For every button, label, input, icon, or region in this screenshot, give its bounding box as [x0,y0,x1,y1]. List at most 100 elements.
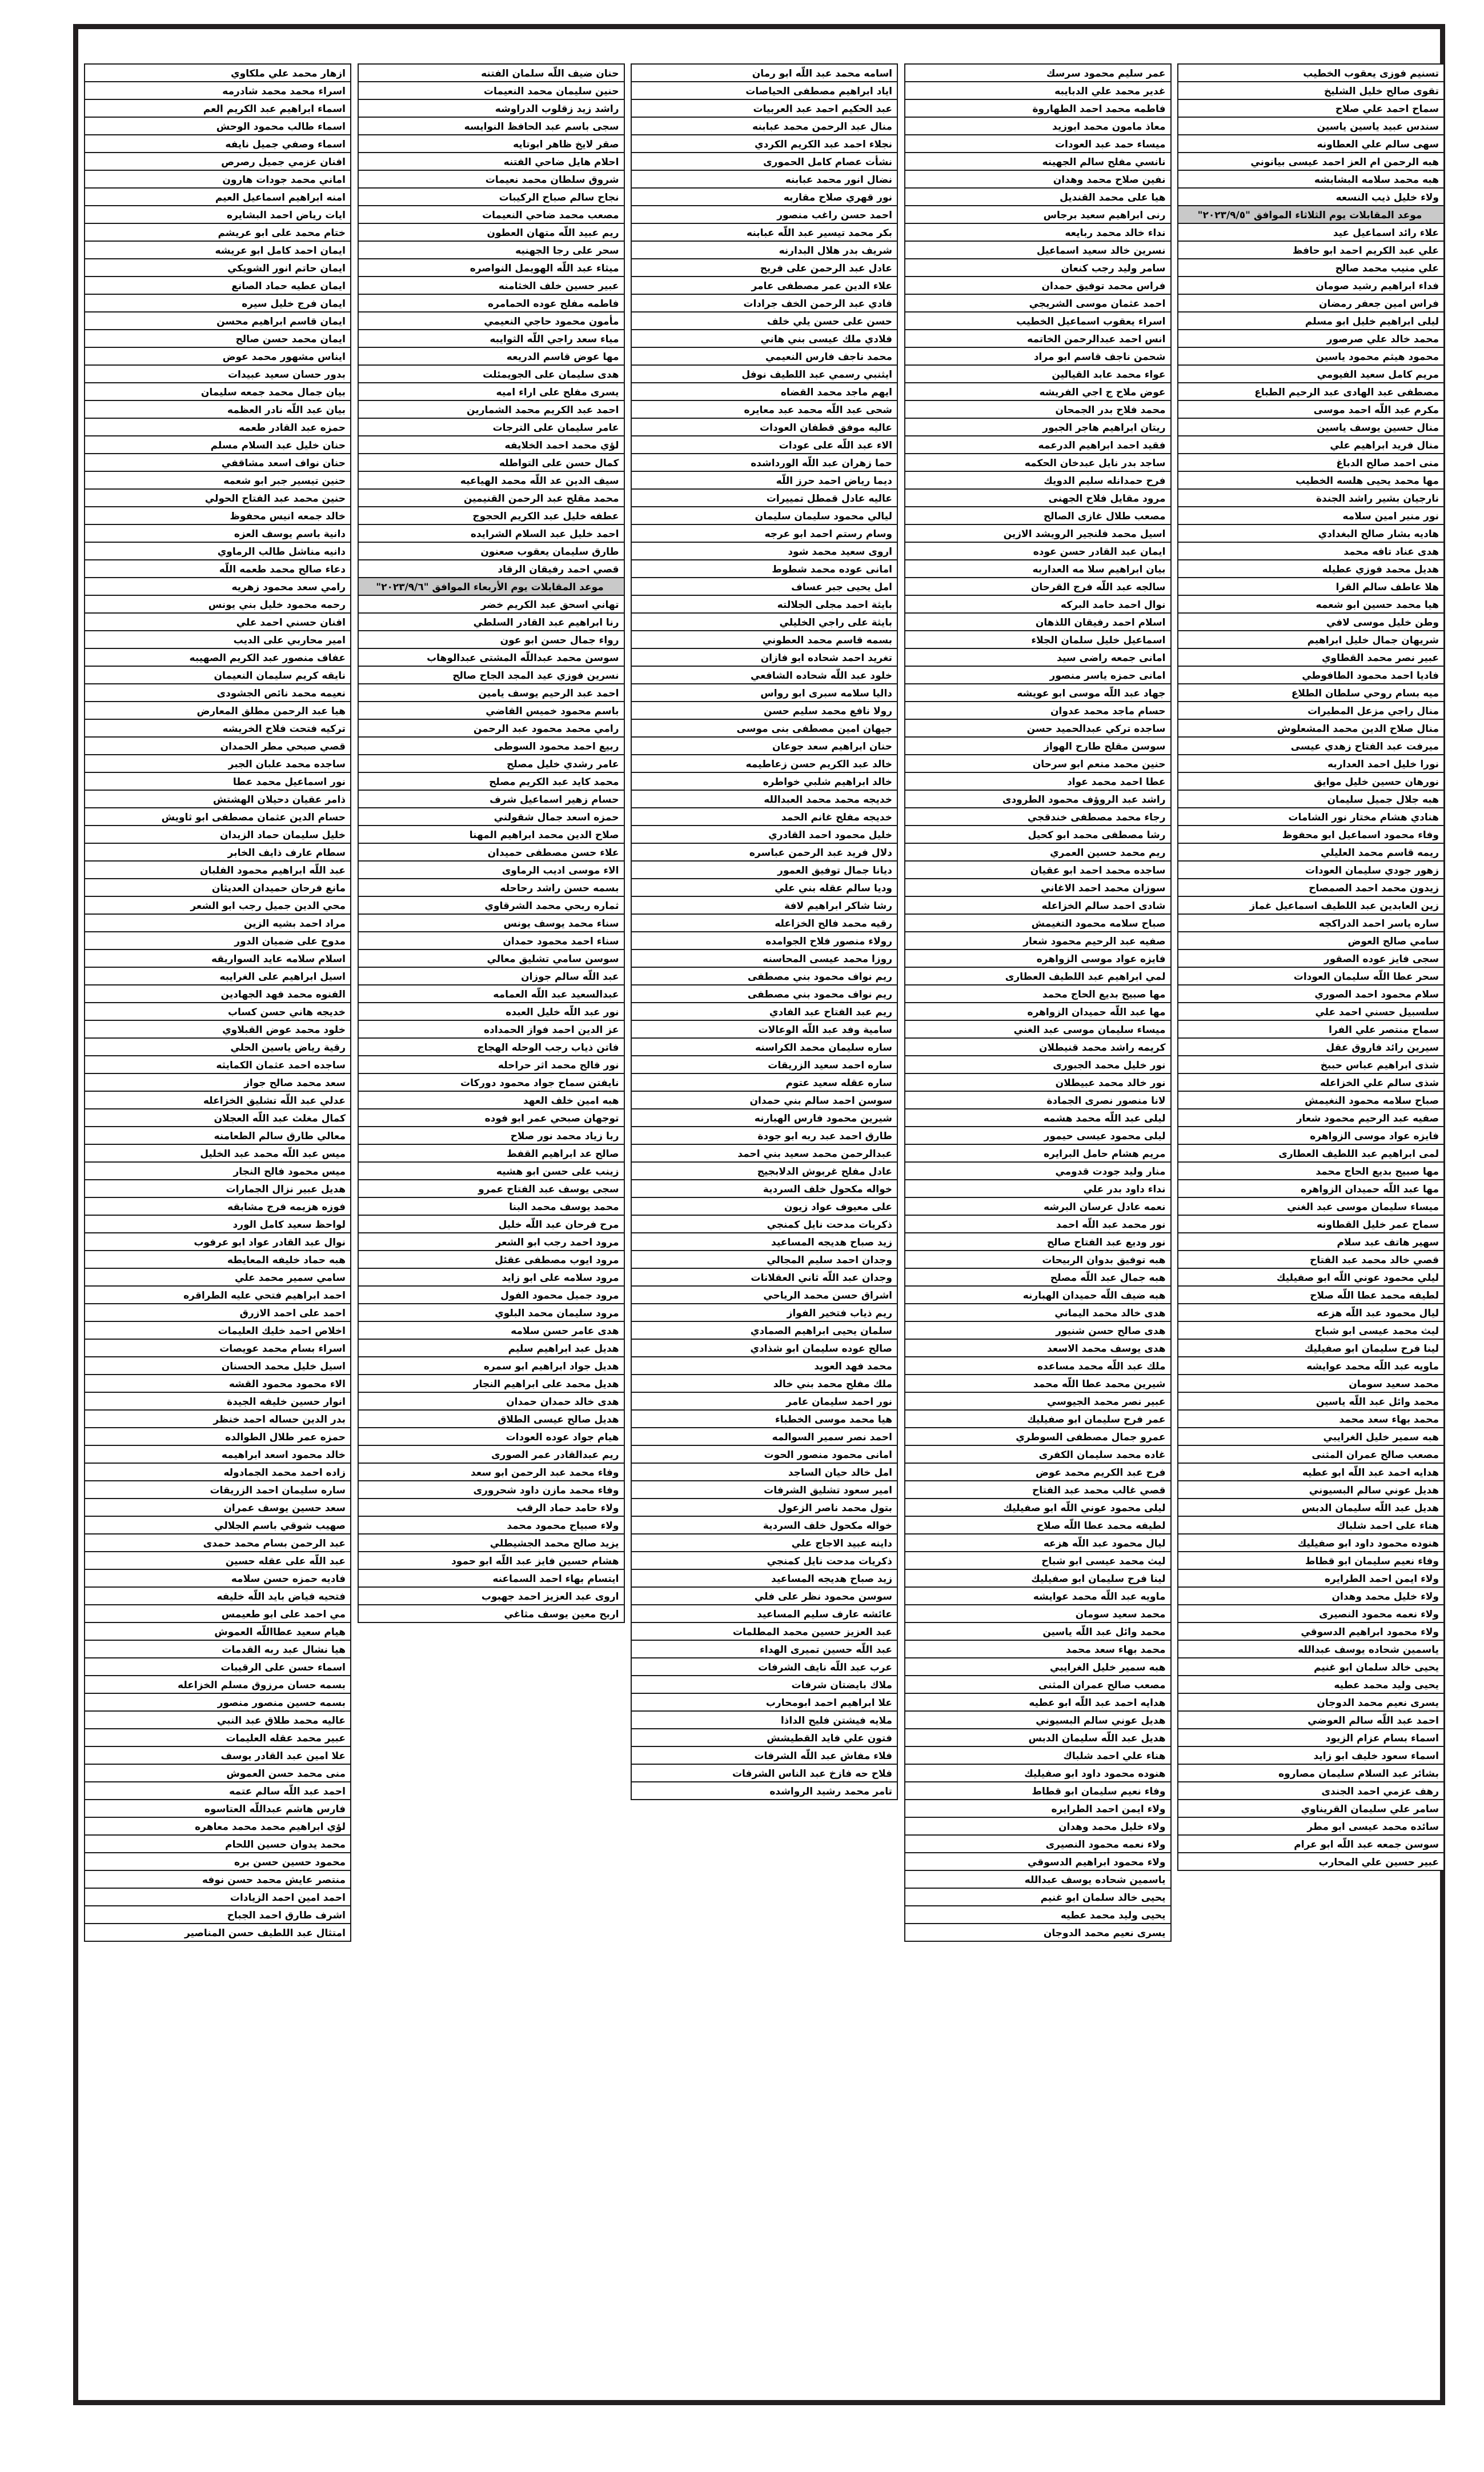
candidate-name-cell: هدى يوسف محمد الاسعد [904,1339,1172,1357]
candidate-name-cell: بيان ابراهيم سلا مه العداربه [904,559,1172,578]
candidate-name-cell: اسماء طالب محمود الوحش [84,117,351,135]
candidate-name-cell: مها عبد اللّه حميدان الزواهره [1177,1179,1445,1198]
candidate-name-cell: نور منير امين سلامه [1177,506,1445,525]
candidate-name-cell: احمد عثمان موسى الشريجي [904,294,1172,312]
candidate-name-cell: فتحيه فياض بايد اللّه خليفه [84,1586,351,1605]
candidate-name-cell: فاديه حمزه حسن سلامه [84,1569,351,1588]
candidate-name-cell: تركيه فتحت فلاح الخريشه [84,719,351,738]
candidate-name-cell: محمد سعيد سومان [904,1604,1172,1623]
candidate-name-cell: رامي محمد محمود عبد الرحمن [357,719,625,738]
candidate-name-cell: معاذ مامون محمد ابوزيد [904,117,1172,135]
candidate-name-cell: اسلام سلامه عايد السواريقه [84,949,351,968]
candidate-name-cell: نورهان حسين خليل موايق [1177,772,1445,791]
candidate-name-cell: سماح منتصر علي الفرا [1177,1020,1445,1039]
candidate-name-cell: فتون علي فايد القطيشش [631,1728,898,1747]
candidate-name-cell: سجى فايز عوده الصقور [1177,949,1445,968]
candidate-name-cell: فرح عبد الكريم محمد عوض [904,1463,1172,1481]
candidate-name-cell: مصطفى عبد الهادى عبد الرحيم الطباع [1177,382,1445,401]
candidate-name-cell: سامر علي سليمان القريناوي [1177,1799,1445,1818]
candidate-name-cell: نانسي مفلح سالم الجهينه [904,152,1172,171]
candidate-name-cell: اسماء حسن على الرقيبات [84,1657,351,1676]
candidate-name-cell: مصعب صالح عمران المثنى [1177,1445,1445,1464]
candidate-name-cell: هنوده محمود داود ابو صفيليك [904,1764,1172,1782]
candidate-name-cell: ذكريات مدحت نايل كمنجي [631,1215,898,1233]
candidate-name-cell: فايزه عواد موسى الزواهره [1177,1126,1445,1145]
candidate-name-cell: امانى جمعه راضى سيد [904,648,1172,667]
candidate-name-cell: خالد عبد الكريم حسن زعاطيمه [631,754,898,773]
candidate-name-cell: ميرفت عبد الفتاح زهدي عيسى [1177,736,1445,755]
candidate-name-cell: منال عبد الرحمن محمد عبابنه [631,117,898,135]
candidate-name-cell: عبير نصر محمد الجيوسي [904,1392,1172,1411]
candidate-name-cell: نارجيان بشير راشد الجندة [1177,488,1445,507]
candidate-name-cell: ايمان عبد القادر حسن عوده [904,542,1172,560]
candidate-name-cell: صالح عوده سليمان ابو شذادي [631,1339,898,1357]
candidate-name-cell: وطن خليل موسى لافي [1177,612,1445,631]
candidate-name-cell: ريتان ابراهيم هاجر الجبور [904,418,1172,436]
candidate-name-cell: مرود احمد رجب ابو الشعر [357,1232,625,1251]
candidate-name-cell: هبه امين خلف العهد [357,1091,625,1109]
candidate-name-cell: امتثال عبد اللطيف حسن المناصير [84,1923,351,1942]
candidate-name-cell: هديل صالح عيسى الطلاق [357,1409,625,1428]
candidate-name-cell: وفاء محمود اسماعيل ابو محفوظ [1177,825,1445,844]
candidate-name-cell: نداء داود بدر علي [904,1179,1172,1198]
candidate-name-cell: نجلاء احمد عبد الكريم الكردي [631,134,898,153]
candidate-name-cell: امير سعود تشليق الشرفات [631,1480,898,1499]
candidate-name-cell: نوال عبد القادر عواد ابو عرفوب [84,1232,351,1251]
candidate-name-cell: صباح سلامه محمود التغيمش [904,914,1172,932]
candidate-name-cell: محمد وائل عبد اللّه ياسين [1177,1392,1445,1411]
candidate-name-cell: شيرين محمود فارس الهبارنه [631,1108,898,1127]
candidate-name-cell: لطيفه محمد عطا اللّه صلاح [904,1516,1172,1535]
candidate-name-cell: فاطمه محمد احمد الطهاروة [904,99,1172,118]
candidate-name-cell: امنه ابراهيم اسماعيل العيم [84,187,351,206]
candidate-name-cell: محمد ناجف فارس النعيمي [631,347,898,366]
candidate-name-cell: سندس عبيد ياسين ياسين [1177,117,1445,135]
candidate-name-cell: هناء علي احمد شلباك [904,1746,1172,1765]
candidate-name-cell: زيدون محمد احمد الصمصاح [1177,878,1445,897]
candidate-name-cell: امانى محمود منصور الحوت [631,1445,898,1464]
candidate-name-cell: محمد بهاء سعد محمد [1177,1409,1445,1428]
candidate-name-cell: شريف بدر هلال البدارنه [631,241,898,259]
candidate-name-cell: احمد على احمد الازرق [84,1303,351,1322]
candidate-name-cell: هديل عبد ابراهيم سليم [357,1339,625,1357]
candidate-name-cell: خديجه مفلح غانم الحمد [631,807,898,826]
candidate-name-cell: عطا احمد محمد عواد [904,772,1172,791]
candidate-name-cell: هاديه بشار صالح البغدادي [1177,524,1445,543]
candidate-name-cell: كمال حسن على التواطله [357,453,625,472]
candidate-name-cell: فقيد احمد ابراهيم الدرعمه [904,435,1172,454]
candidate-name-cell: لؤي ابراهيم محمد محمد معاهره [84,1817,351,1836]
candidate-name-cell: كمال مغلث عبد اللّه العجلان [84,1108,351,1127]
candidate-name-cell: مرود سليمان محمد البلوي [357,1303,625,1322]
candidate-name-cell: نور خالد محمد عبيطلان [904,1073,1172,1092]
candidate-name-cell: عرب عبد اللّه نايف الشرفات [631,1657,898,1676]
candidate-name-cell: محمد يوسف محمد البنا [357,1197,625,1216]
candidate-name-cell: يزيد صالح محمد الجشيطلي [357,1533,625,1552]
candidate-name-cell: منتصر عايش محمد حسن نوفه [84,1870,351,1889]
candidate-name-cell: هدى سليمان على الجويمئلت [357,364,625,383]
candidate-name-cell: سوسن مقلح طارح الهواز [904,736,1172,755]
candidate-name-cell: هديل عوني سالم البسيوني [904,1710,1172,1729]
candidate-name-cell: قصي خالد محمد عبد الفتاح [1177,1250,1445,1269]
candidate-name-cell: سوسن سامي تشليق معالي [357,949,625,968]
candidate-name-cell: لينا فرح سليمان ابو صفيليك [1177,1339,1445,1357]
candidate-name-cell: وجدان عبد اللّه ثاني العقلانات [631,1268,898,1287]
candidate-name-cell: محمد بهاء سعد محمد [904,1640,1172,1658]
candidate-name-cell: نور عبد اللّه خليل العبده [357,1002,625,1021]
candidate-name-cell: زيد صباح هديجه المساعيد [631,1232,898,1251]
candidate-name-cell: سجى يوسف عبد الفتاح عمرو [357,1179,625,1198]
candidate-name-cell: هبه حماد خليفه المعايطه [84,1250,351,1269]
candidate-name-cell: مكرم عبد اللّه احمد موسى [1177,400,1445,419]
candidate-name-cell: ولاء نعمه محمود النصيرى [1177,1604,1445,1623]
candidate-name-cell: وجدان احمد سليم المجالي [631,1250,898,1269]
candidate-name-cell: هديل جواد ابراهيم ابو سمره [357,1356,625,1375]
candidate-name-cell: ريمه قاسم محمد العليلي [1177,843,1445,862]
candidate-name-cell: عبدالسعيد عبد اللّه العمامه [357,984,625,1003]
candidate-name-cell: سحر على رجا الجهنيه [357,241,625,259]
candidate-name-cell: تامر محمد رشيد الرواشده [631,1781,898,1800]
candidate-name-cell: ميساء سليمان موسى عبد الغني [1177,1197,1445,1216]
candidate-name-cell: سائده محمد عيسى ابو مطر [1177,1817,1445,1836]
candidate-name-cell: عبد اللّه حسين تميرى الهداء [631,1640,898,1658]
candidate-name-cell: صالح عد ابراهيم القفط [357,1144,625,1163]
candidate-name-cell: عفاف منصور عبد الكريم الصهيبه [84,648,351,667]
candidate-name-cell: نايفتن سماح جواد محمود دوركات [357,1073,625,1092]
candidate-name-cell: ليث محمد عيسى ابو شباح [904,1551,1172,1570]
